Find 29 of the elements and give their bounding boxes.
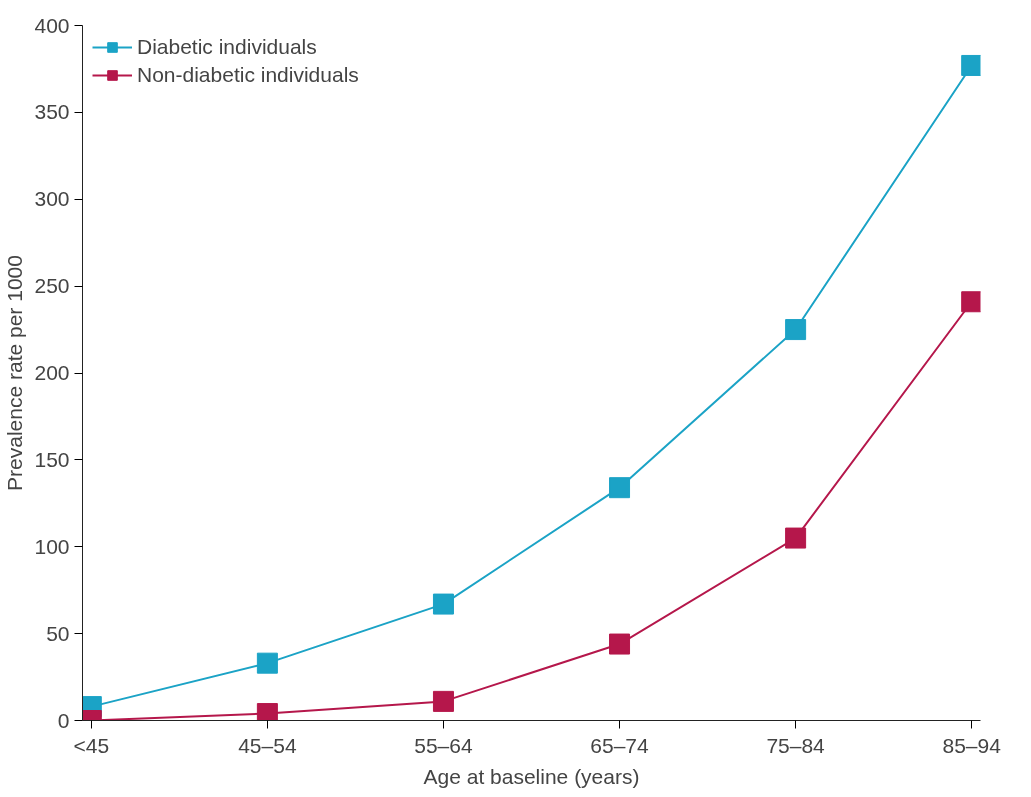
x-tick-label: 85–94 [942, 733, 1002, 757]
point [961, 54, 981, 76]
x-axis-title: Age at baseline (years) [423, 764, 640, 788]
y-tick-label: 100 [34, 534, 70, 558]
x-tick-label: <45 [73, 733, 110, 757]
point [785, 527, 807, 549]
y-tick-label: 0 [57, 708, 70, 732]
legend-label: Diabetic individuals [137, 35, 317, 59]
point [609, 633, 631, 655]
y-tick-label: 150 [34, 447, 70, 471]
y-tick-label: 50 [46, 621, 70, 645]
point [432, 690, 454, 712]
point [432, 593, 454, 615]
legend-label: Non-diabetic individuals [137, 63, 359, 87]
point [961, 291, 981, 313]
point [256, 703, 278, 721]
x-tick-label: 45–54 [238, 733, 297, 757]
x-tick-label: 75–84 [766, 733, 826, 757]
point [609, 477, 631, 499]
x-tick-label: 65–74 [590, 733, 650, 757]
y-axis-title: Prevalence rate per 1000 [3, 255, 27, 491]
y-tick-label: 250 [34, 274, 70, 298]
y-tick-label: 200 [34, 361, 70, 384]
x-tick-label: 55–64 [414, 733, 473, 757]
y-tick-label: 300 [34, 187, 70, 211]
y-tick-label: 350 [34, 100, 70, 124]
point [256, 652, 278, 674]
y-tick-label: 400 [34, 13, 70, 37]
point [785, 319, 807, 341]
